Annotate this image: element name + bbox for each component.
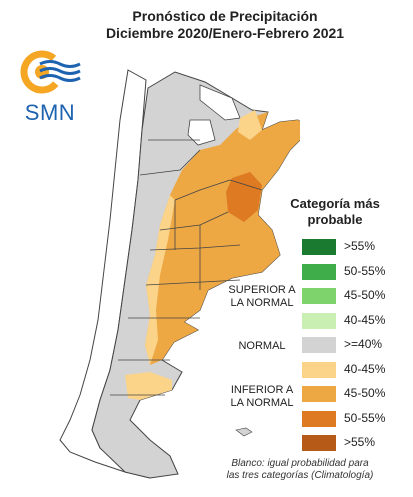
- legend-label: 50-55%: [344, 410, 386, 425]
- climatology-area-north: [199, 84, 241, 121]
- legend-group-inferior: INFERIOR A LA NORMAL: [222, 384, 302, 410]
- climatology-area-center: [187, 119, 216, 146]
- legend-swatch: [302, 263, 336, 280]
- footnote: Blanco: igual probabilidad para las tres…: [200, 458, 400, 482]
- footnote-line-1: Blanco: igual probabilidad para: [231, 458, 369, 469]
- legend-swatch: [302, 410, 336, 427]
- legend-label: 50-55%: [344, 263, 386, 278]
- legend-title: Categoría más probable: [280, 196, 390, 228]
- below-normal-fringe-west: [145, 195, 175, 365]
- below-normal-fringe-north: [238, 110, 262, 140]
- below-normal-region: [145, 112, 300, 365]
- legend-swatch: [302, 361, 336, 378]
- legend-label: >55%: [344, 239, 376, 253]
- legend-group-superior: SUPERIOR A LA NORMAL: [222, 284, 302, 310]
- province-borders: [110, 139, 263, 396]
- legend-label: >=40%: [344, 337, 383, 351]
- legend-label: 45-50%: [344, 386, 386, 400]
- title-line-2: Diciembre 2020/Enero-Febrero 2021: [105, 25, 345, 41]
- legend-group-inferior-line-1: INFERIOR A: [230, 384, 294, 396]
- legend-swatch: [302, 312, 336, 329]
- legend-swatch: [302, 386, 336, 402]
- legend-label: >55%: [344, 435, 376, 449]
- smn-logo-text: SMN: [24, 100, 76, 125]
- legend-swatch: [302, 239, 336, 255]
- below-normal-fringe-south: [125, 372, 172, 400]
- legend-label: 40-45%: [344, 312, 386, 327]
- argentina-forecast-map: [59, 69, 300, 479]
- legend-title-line-2: probable: [307, 212, 363, 227]
- legend-title-line-1: Categoría más: [290, 196, 380, 211]
- legend-label: 40-45%: [344, 361, 386, 376]
- island: [235, 427, 253, 437]
- footnote-line-2: las tres categorías (Climatología): [226, 470, 374, 481]
- legend-swatch: [302, 435, 336, 451]
- legend-swatch: [302, 288, 336, 304]
- smn-logo: SMN: [18, 48, 82, 132]
- legend-group-superior-line-2: LA NORMAL: [230, 297, 294, 309]
- map-title: Pronóstico de Precipitación Diciembre 20…: [60, 8, 390, 42]
- smn-logo-icon: [20, 50, 81, 94]
- legend-swatch: [302, 337, 336, 353]
- legend-group-normal: NORMAL: [238, 340, 286, 352]
- legend-group-superior-line-1: SUPERIOR A: [228, 284, 296, 296]
- title-line-1: Pronóstico de Precipitación: [132, 8, 318, 24]
- legend-label: 45-50%: [344, 288, 386, 302]
- below-normal-strong-core: [226, 172, 262, 222]
- legend-group-inferior-line-2: LA NORMAL: [230, 397, 294, 409]
